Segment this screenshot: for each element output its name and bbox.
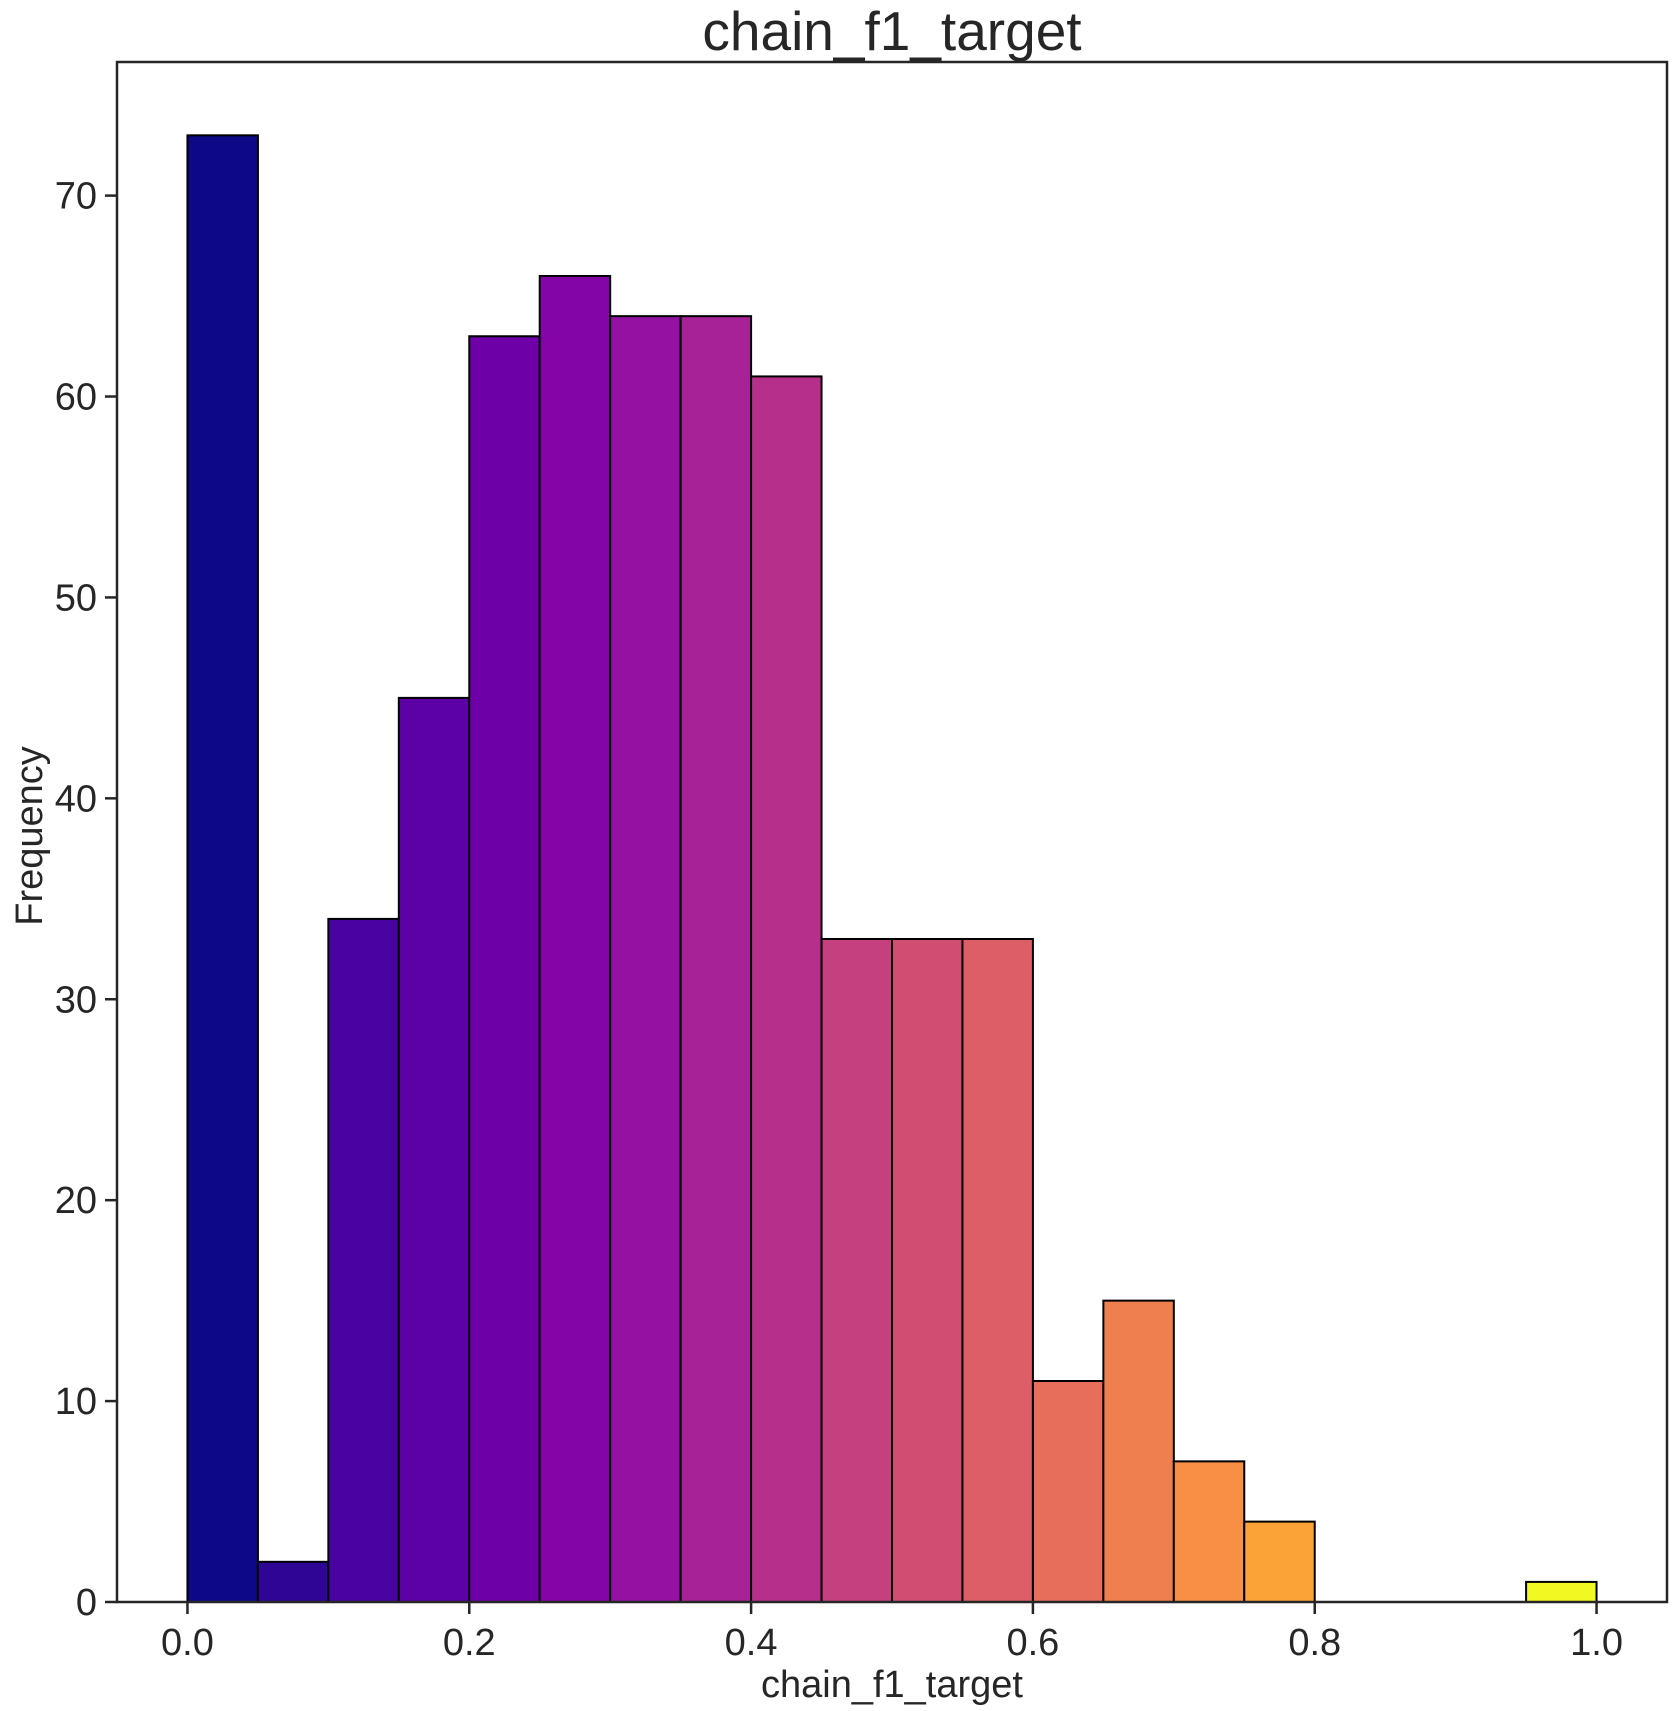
plot-frame xyxy=(115,60,1669,1604)
histogram-bar xyxy=(186,134,259,1603)
x-tick-label: 0.0 xyxy=(161,1622,214,1664)
y-tick-label: 10 xyxy=(55,1381,97,1423)
x-tick-label: 0.4 xyxy=(725,1622,778,1664)
histogram-bar xyxy=(1031,1379,1105,1604)
histogram-bar xyxy=(820,937,894,1603)
y-tick-label: 20 xyxy=(55,1180,97,1222)
histogram-bar xyxy=(256,1560,330,1604)
histogram-bar xyxy=(609,315,682,1603)
histogram-bar xyxy=(327,917,400,1603)
histogram-bar xyxy=(397,696,471,1603)
chart-title: chain_f1_target xyxy=(702,0,1081,62)
y-tick-label: 30 xyxy=(55,979,97,1021)
histogram-bar xyxy=(1243,1520,1316,1603)
histogram-bar xyxy=(961,937,1034,1603)
histogram-bar xyxy=(468,335,541,1603)
bars-group xyxy=(186,134,1598,1604)
x-tick-label: 0.8 xyxy=(1288,1622,1341,1664)
y-axis: 0 10 20 30 40 50 60 70 xyxy=(55,176,117,1624)
y-tick-label: 70 xyxy=(55,176,97,218)
y-tick-label: 60 xyxy=(55,377,97,419)
histogram-bar xyxy=(679,315,753,1603)
histogram-bar xyxy=(891,937,964,1603)
histogram-bar xyxy=(1102,1299,1175,1603)
histogram-bar xyxy=(1525,1580,1598,1604)
x-tick-label: 0.2 xyxy=(443,1622,496,1664)
histogram-bar xyxy=(538,274,612,1603)
x-tick-label: 0.6 xyxy=(1006,1622,1059,1664)
x-axis: 0.0 0.2 0.4 0.6 0.8 1.0 xyxy=(161,1602,1623,1664)
y-tick-label: 40 xyxy=(55,778,97,820)
y-axis-label: Frequency xyxy=(9,746,51,926)
histogram-bar xyxy=(1172,1460,1246,1603)
x-tick-label: 1.0 xyxy=(1570,1622,1623,1664)
histogram-bar xyxy=(750,375,823,1604)
y-tick-label: 0 xyxy=(76,1582,97,1624)
y-tick-label: 50 xyxy=(55,577,97,619)
x-axis-label: chain_f1_target xyxy=(761,1664,1023,1706)
